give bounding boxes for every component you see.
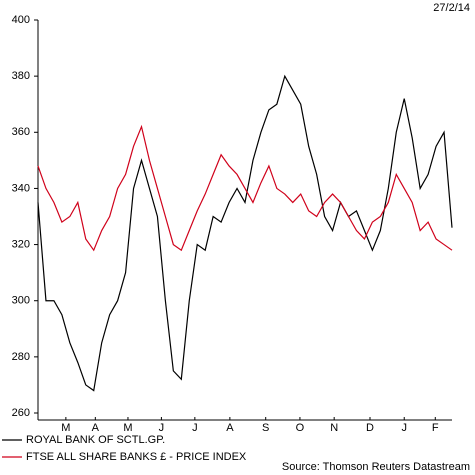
y-tick-label: 400 [12, 14, 30, 26]
x-tick-label: O [296, 422, 305, 434]
y-tick-label: 380 [12, 70, 30, 82]
x-tick-label: M [123, 422, 132, 434]
y-tick-label: 340 [12, 182, 30, 194]
x-tick-label: J [159, 422, 165, 434]
x-tick-label: A [226, 422, 234, 434]
x-tick-label: J [401, 422, 407, 434]
legend-label: FTSE ALL SHARE BANKS £ - PRICE INDEX [26, 451, 247, 463]
source-label: Source: Thomson Reuters Datastream [282, 461, 470, 473]
x-tick-label: F [432, 422, 439, 434]
x-tick-label: J [192, 422, 198, 434]
x-tick-label: M [61, 422, 70, 434]
y-tick-label: 280 [12, 351, 30, 363]
y-tick-label: 360 [12, 126, 30, 138]
date-label: 27/2/14 [433, 2, 470, 14]
y-tick-label: 260 [12, 407, 30, 419]
y-tick-label: 320 [12, 238, 30, 250]
x-tick-label: N [330, 422, 338, 434]
x-tick-label: S [262, 422, 269, 434]
series-line [37, 74, 453, 392]
x-tick-label: D [366, 422, 374, 434]
x-tick-label: A [92, 422, 100, 434]
series-line [37, 124, 453, 252]
legend-label: ROYAL BANK OF SCTL.GP. [26, 434, 165, 446]
y-tick-label: 300 [12, 295, 30, 307]
